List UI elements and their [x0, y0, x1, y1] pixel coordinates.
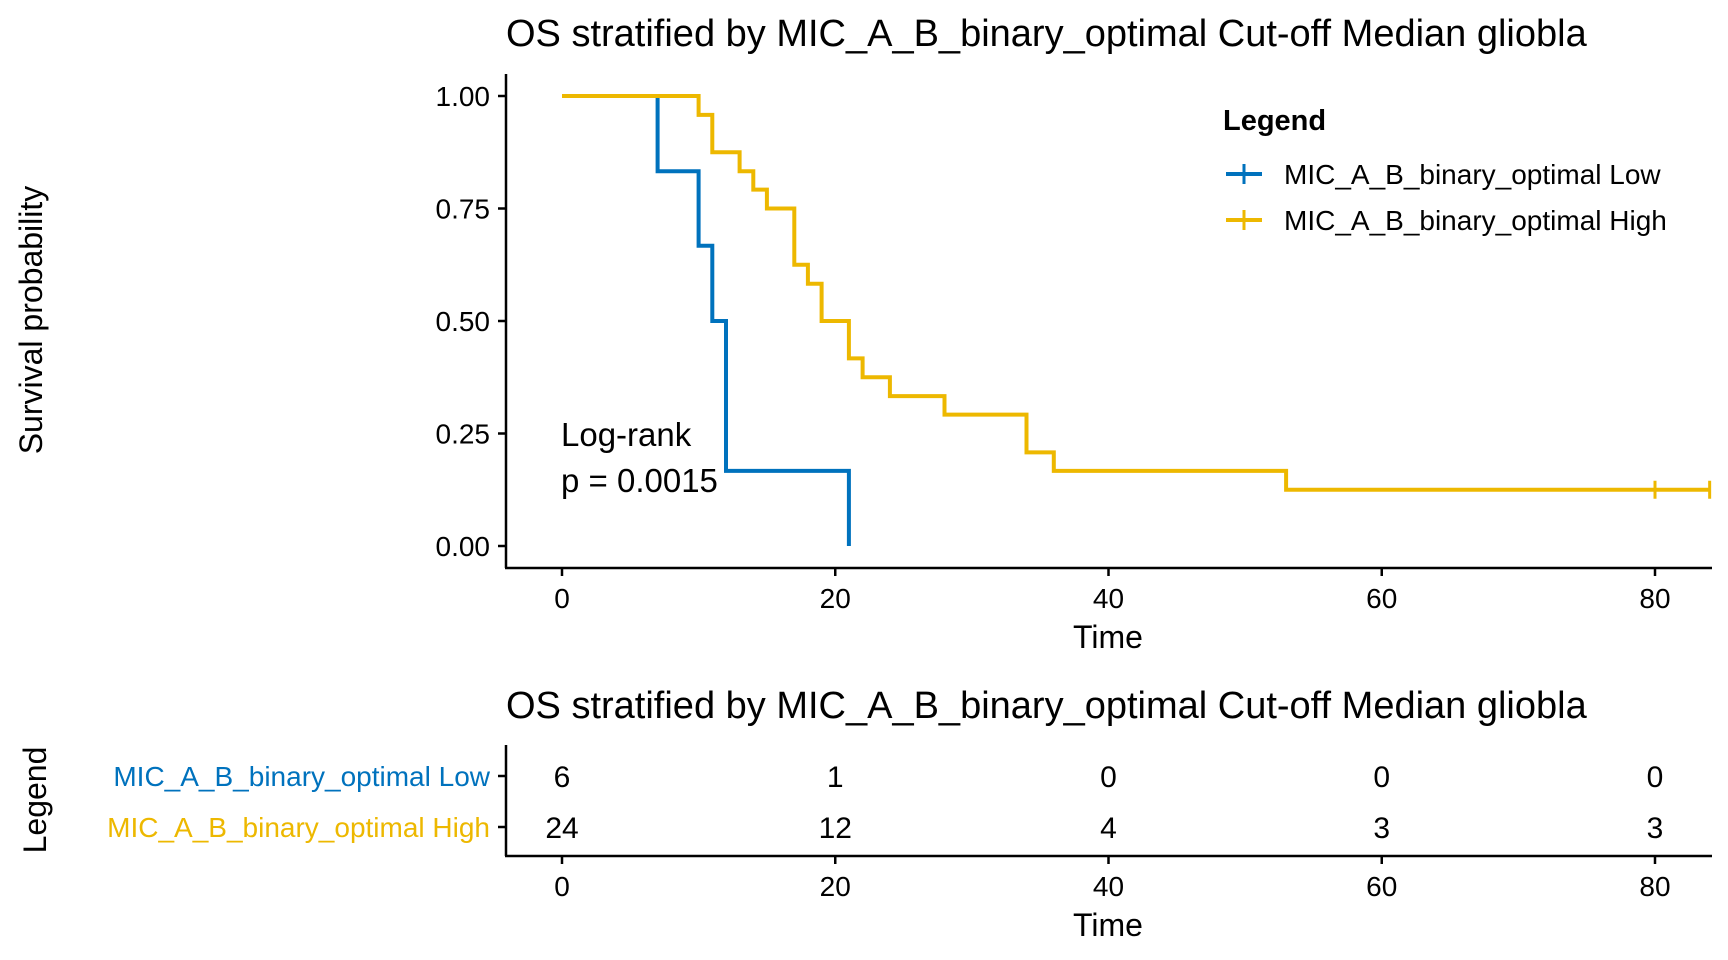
km-y-tick-label: 1.00	[436, 81, 491, 112]
km-curves	[562, 94, 1712, 546]
km-y-tick-label: 0.00	[436, 531, 491, 562]
risk-x-axis-title: Time	[1073, 907, 1143, 943]
risk-row-label: MIC_A_B_binary_optimal Low	[113, 761, 490, 792]
km-y-axis-title: Survival probability	[13, 186, 49, 455]
survival-curve	[562, 94, 1710, 492]
km-x-tick-label: 20	[820, 583, 851, 614]
km-x-tick-label: 0	[554, 583, 570, 614]
risk-count: 3	[1647, 812, 1664, 845]
km-legend: Legend MIC_A_B_binary_optimal LowMIC_A_B…	[1223, 105, 1667, 236]
km-y-ticks: 0.00 0.25 0.50 0.75 1.00	[436, 81, 506, 562]
km-x-tick-label: 80	[1639, 583, 1670, 614]
risk-x-tick-label: 0	[554, 871, 570, 902]
risk-table: OS stratified by MIC_A_B_binary_optimal …	[17, 685, 1712, 943]
risk-count: 12	[819, 812, 852, 845]
km-x-axis-title: Time	[1073, 619, 1143, 655]
legend-keys: MIC_A_B_binary_optimal Low MIC_A_B_binary…	[1226, 159, 1667, 236]
risk-rows: MIC_A_B_binary_optimal Low 6 1 0 0 0 MIC_A_B_b…	[107, 761, 1663, 845]
km-x-tick-label: 60	[1366, 583, 1397, 614]
pvalue-text: p = 0.0015	[561, 462, 718, 499]
risk-count: 6	[554, 761, 571, 794]
legend-label: MIC_A_B_binary_optimal Low	[1284, 159, 1661, 190]
km-y-tick-label: 0.25	[436, 419, 491, 450]
risk-count: 24	[545, 812, 578, 845]
risk-count: 4	[1100, 812, 1117, 845]
risk-count: 0	[1373, 761, 1390, 794]
risk-count: 0	[1100, 761, 1117, 794]
risk-row-label: MIC_A_B_binary_optimal High	[107, 812, 490, 843]
risk-x-tick-label: 20	[820, 871, 851, 902]
risk-count: 3	[1373, 812, 1390, 845]
km-title: OS stratified by MIC_A_B_binary_optimal …	[506, 13, 1588, 55]
survival-curve	[562, 94, 851, 546]
risk-x-ticks: 0 20 40 60 80	[554, 856, 1671, 902]
risk-x-tick-label: 60	[1366, 871, 1397, 902]
legend-title: Legend	[1223, 105, 1326, 137]
km-y-tick-label: 0.50	[436, 306, 491, 337]
risk-title: OS stratified by MIC_A_B_binary_optimal …	[506, 685, 1588, 727]
legend-label: MIC_A_B_binary_optimal High	[1284, 205, 1667, 236]
risk-count: 1	[827, 761, 844, 794]
km-plot: OS stratified by MIC_A_B_binary_optimal …	[13, 13, 1712, 655]
risk-y-axis-title: Legend	[17, 747, 53, 854]
km-x-ticks: 0 20 40 60 80	[554, 568, 1671, 614]
risk-x-tick-label: 80	[1639, 871, 1670, 902]
risk-x-tick-label: 40	[1093, 871, 1124, 902]
km-y-tick-label: 0.75	[436, 194, 491, 225]
risk-count: 0	[1647, 761, 1664, 794]
km-x-tick-label: 40	[1093, 583, 1124, 614]
pvalue-label: Log-rank	[561, 416, 692, 453]
